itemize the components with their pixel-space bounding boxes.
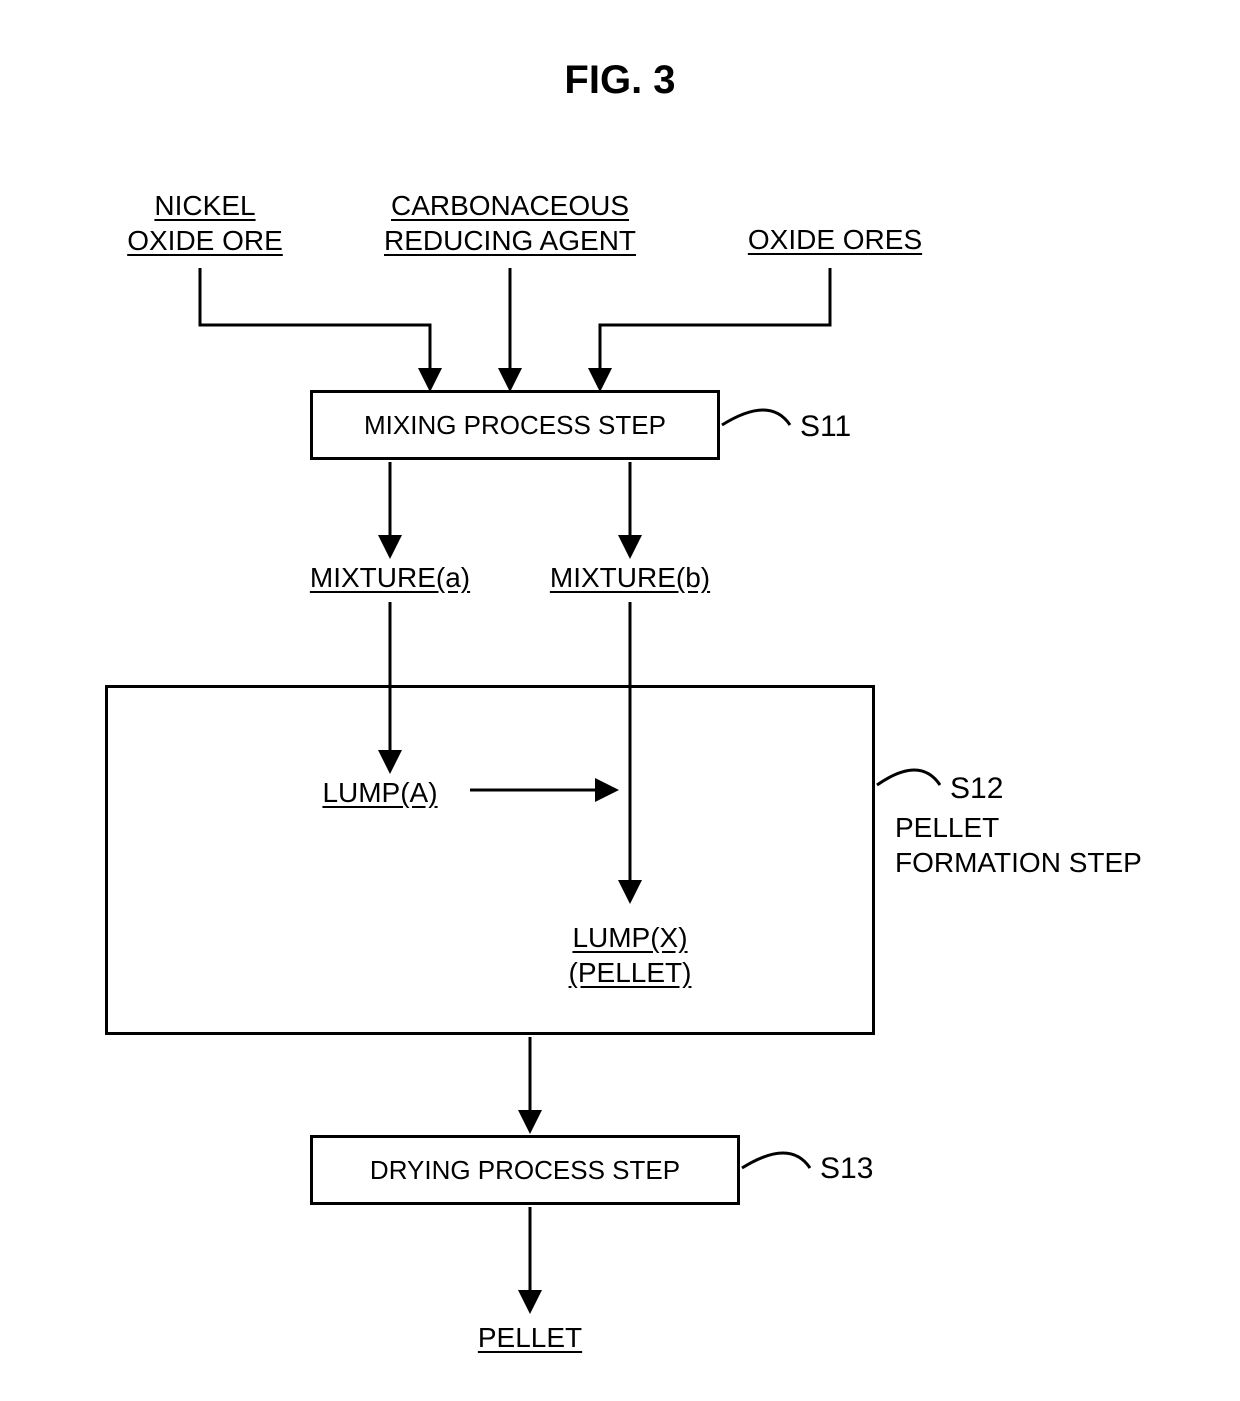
lump-a: LUMP(A) bbox=[290, 775, 470, 810]
final-pellet: PELLET bbox=[450, 1320, 610, 1355]
mixing-box: MIXING PROCESS STEP bbox=[310, 390, 720, 460]
input-nickel: NICKEL OXIDE ORE bbox=[90, 188, 320, 258]
drying-box-label: DRYING PROCESS STEP bbox=[370, 1155, 680, 1186]
input-oxide: OXIDE ORES bbox=[720, 222, 950, 257]
diagram-canvas: FIG. 3 NICKEL OXIDE ORE CARBONACEOUS RED… bbox=[0, 0, 1240, 1401]
step-s13: S13 bbox=[820, 1150, 873, 1188]
formation-box bbox=[105, 685, 875, 1035]
mixture-b: MIXTURE(b) bbox=[530, 560, 730, 595]
drying-box: DRYING PROCESS STEP bbox=[310, 1135, 740, 1205]
mixture-a: MIXTURE(a) bbox=[290, 560, 490, 595]
lump-x: LUMP(X) (PELLET) bbox=[540, 920, 720, 990]
step-s12-label: PELLET FORMATION STEP bbox=[895, 810, 1195, 880]
figure-title: FIG. 3 bbox=[0, 55, 1240, 105]
step-s11: S11 bbox=[800, 408, 851, 446]
step-s12: S12 bbox=[950, 770, 1003, 808]
mixing-box-label: MIXING PROCESS STEP bbox=[364, 410, 666, 441]
input-carbon: CARBONACEOUS REDUCING AGENT bbox=[350, 188, 670, 258]
